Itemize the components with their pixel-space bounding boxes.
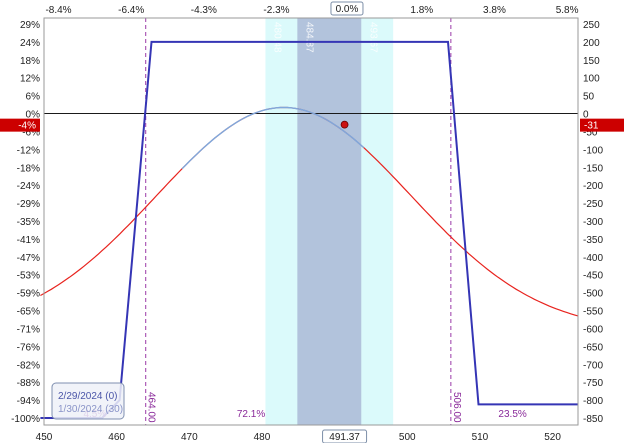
top-tick-label: 5.8% bbox=[556, 5, 579, 16]
right-tick-label: -200 bbox=[583, 181, 603, 192]
breakeven-lines: 464.00 506.00 bbox=[145, 18, 462, 425]
right-tick-label: 50 bbox=[583, 92, 595, 103]
current-position-dot[interactable] bbox=[340, 120, 349, 129]
std-dev-bands: 480.48 484.87 493.67 498.06 bbox=[265, 18, 410, 425]
right-tick-label: -150 bbox=[583, 163, 603, 174]
top-tick-label: -6.4% bbox=[118, 5, 144, 16]
x-tick-label: 450 bbox=[36, 432, 53, 443]
left-tick-label: -82% bbox=[17, 360, 40, 371]
left-tick-label: -24% bbox=[17, 181, 40, 192]
top-percent-badge-text: 0.0% bbox=[336, 4, 359, 15]
right-tick-label: 200 bbox=[583, 38, 600, 49]
breakeven-label: 506.00 bbox=[451, 392, 462, 423]
right-tick-label: 250 bbox=[583, 20, 600, 31]
right-tick-label: -650 bbox=[583, 342, 603, 353]
current-price-text: 491.37 bbox=[329, 432, 360, 443]
right-tick-label: -850 bbox=[583, 414, 603, 425]
top-tick-label: -2.3% bbox=[263, 5, 289, 16]
right-tick-label: 100 bbox=[583, 74, 600, 85]
left-tick-label: -29% bbox=[17, 199, 40, 210]
current-price-badge bbox=[322, 429, 368, 443]
left-tick-label: -76% bbox=[17, 342, 40, 353]
right-tick-label: -450 bbox=[583, 271, 603, 282]
probability-label: 23.5% bbox=[498, 409, 526, 420]
right-tick-label: -250 bbox=[583, 199, 603, 210]
right-tick-label: -50 bbox=[583, 127, 598, 138]
left-tick-label: -88% bbox=[17, 378, 40, 389]
x-tick-label: 520 bbox=[544, 432, 561, 443]
right-tick-label: -600 bbox=[583, 324, 603, 335]
legend-entry-expiration: 2/29/2024 (0) bbox=[58, 391, 118, 402]
right-tick-label: -800 bbox=[583, 396, 603, 407]
left-tick-label: 29% bbox=[20, 20, 40, 31]
left-tick-label: -12% bbox=[17, 145, 40, 156]
left-tick-label: 12% bbox=[20, 74, 40, 85]
legend[interactable]: 2/29/2024 (0) 1/30/2024 (30) bbox=[51, 382, 125, 420]
left-tick-label: 18% bbox=[20, 56, 40, 67]
left-tick-label: -65% bbox=[17, 307, 40, 318]
t-plus-curve-near bbox=[181, 106, 365, 170]
right-tick-label: 0 bbox=[583, 110, 589, 121]
right-tick-label: -700 bbox=[583, 360, 603, 371]
right-tick-label: 150 bbox=[583, 56, 600, 67]
left-tick-label: -100% bbox=[11, 414, 40, 425]
left-tick-label: -71% bbox=[17, 324, 40, 335]
left-tick-label: -35% bbox=[17, 217, 40, 228]
x-tick-label: 470 bbox=[181, 432, 198, 443]
right-value-marker bbox=[580, 118, 624, 132]
left-value-marker-text: -4% bbox=[18, 121, 36, 132]
right-tick-label: -500 bbox=[583, 289, 603, 300]
right-value-marker-text: -31 bbox=[584, 121, 599, 132]
sd-band-2 bbox=[297, 18, 362, 425]
left-tick-label: -41% bbox=[17, 235, 40, 246]
left-tick-label: -47% bbox=[17, 253, 40, 264]
right-tick-label: -750 bbox=[583, 378, 603, 389]
breakeven-label: 464.00 bbox=[146, 392, 157, 423]
left-tick-label: -59% bbox=[17, 289, 40, 300]
legend-entry-tplus: 1/30/2024 (30) bbox=[58, 404, 123, 415]
x-tick-label: 500 bbox=[399, 432, 416, 443]
top-tick-label: -4.3% bbox=[191, 5, 217, 16]
right-tick-label: -400 bbox=[583, 253, 603, 264]
right-tick-label: -550 bbox=[583, 307, 603, 318]
top-tick-label: 3.8% bbox=[483, 5, 506, 16]
top-tick-label: -8.4% bbox=[45, 5, 71, 16]
left-tick-label: 0% bbox=[26, 110, 41, 121]
band-edge-label: 498.06 bbox=[399, 22, 410, 53]
top-tick-label: 1.8% bbox=[410, 5, 433, 16]
x-tick-label: 460 bbox=[108, 432, 125, 443]
left-tick-label: -6% bbox=[22, 127, 40, 138]
left-tick-label: -18% bbox=[17, 163, 40, 174]
left-value-marker bbox=[0, 118, 40, 132]
probability-label: 72.1% bbox=[237, 409, 265, 420]
legend-box[interactable] bbox=[51, 382, 125, 420]
left-tick-label: 6% bbox=[26, 92, 41, 103]
plot-frame bbox=[43, 17, 579, 426]
right-tick-label: -300 bbox=[583, 217, 603, 228]
top-percent-badge bbox=[330, 1, 364, 16]
band-edge-label: 480.48 bbox=[271, 22, 282, 53]
x-tick-label: 480 bbox=[254, 432, 271, 443]
left-tick-label: -53% bbox=[17, 271, 40, 282]
x-tick-label: 510 bbox=[472, 432, 489, 443]
plot-border bbox=[43, 17, 579, 426]
right-tick-label: -350 bbox=[583, 235, 603, 246]
left-tick-label: -94% bbox=[17, 396, 40, 407]
band-edge-label: 484.87 bbox=[303, 22, 314, 53]
left-tick-label: 24% bbox=[20, 38, 40, 49]
right-tick-label: -100 bbox=[583, 145, 603, 156]
band-edge-label: 493.67 bbox=[367, 22, 378, 53]
